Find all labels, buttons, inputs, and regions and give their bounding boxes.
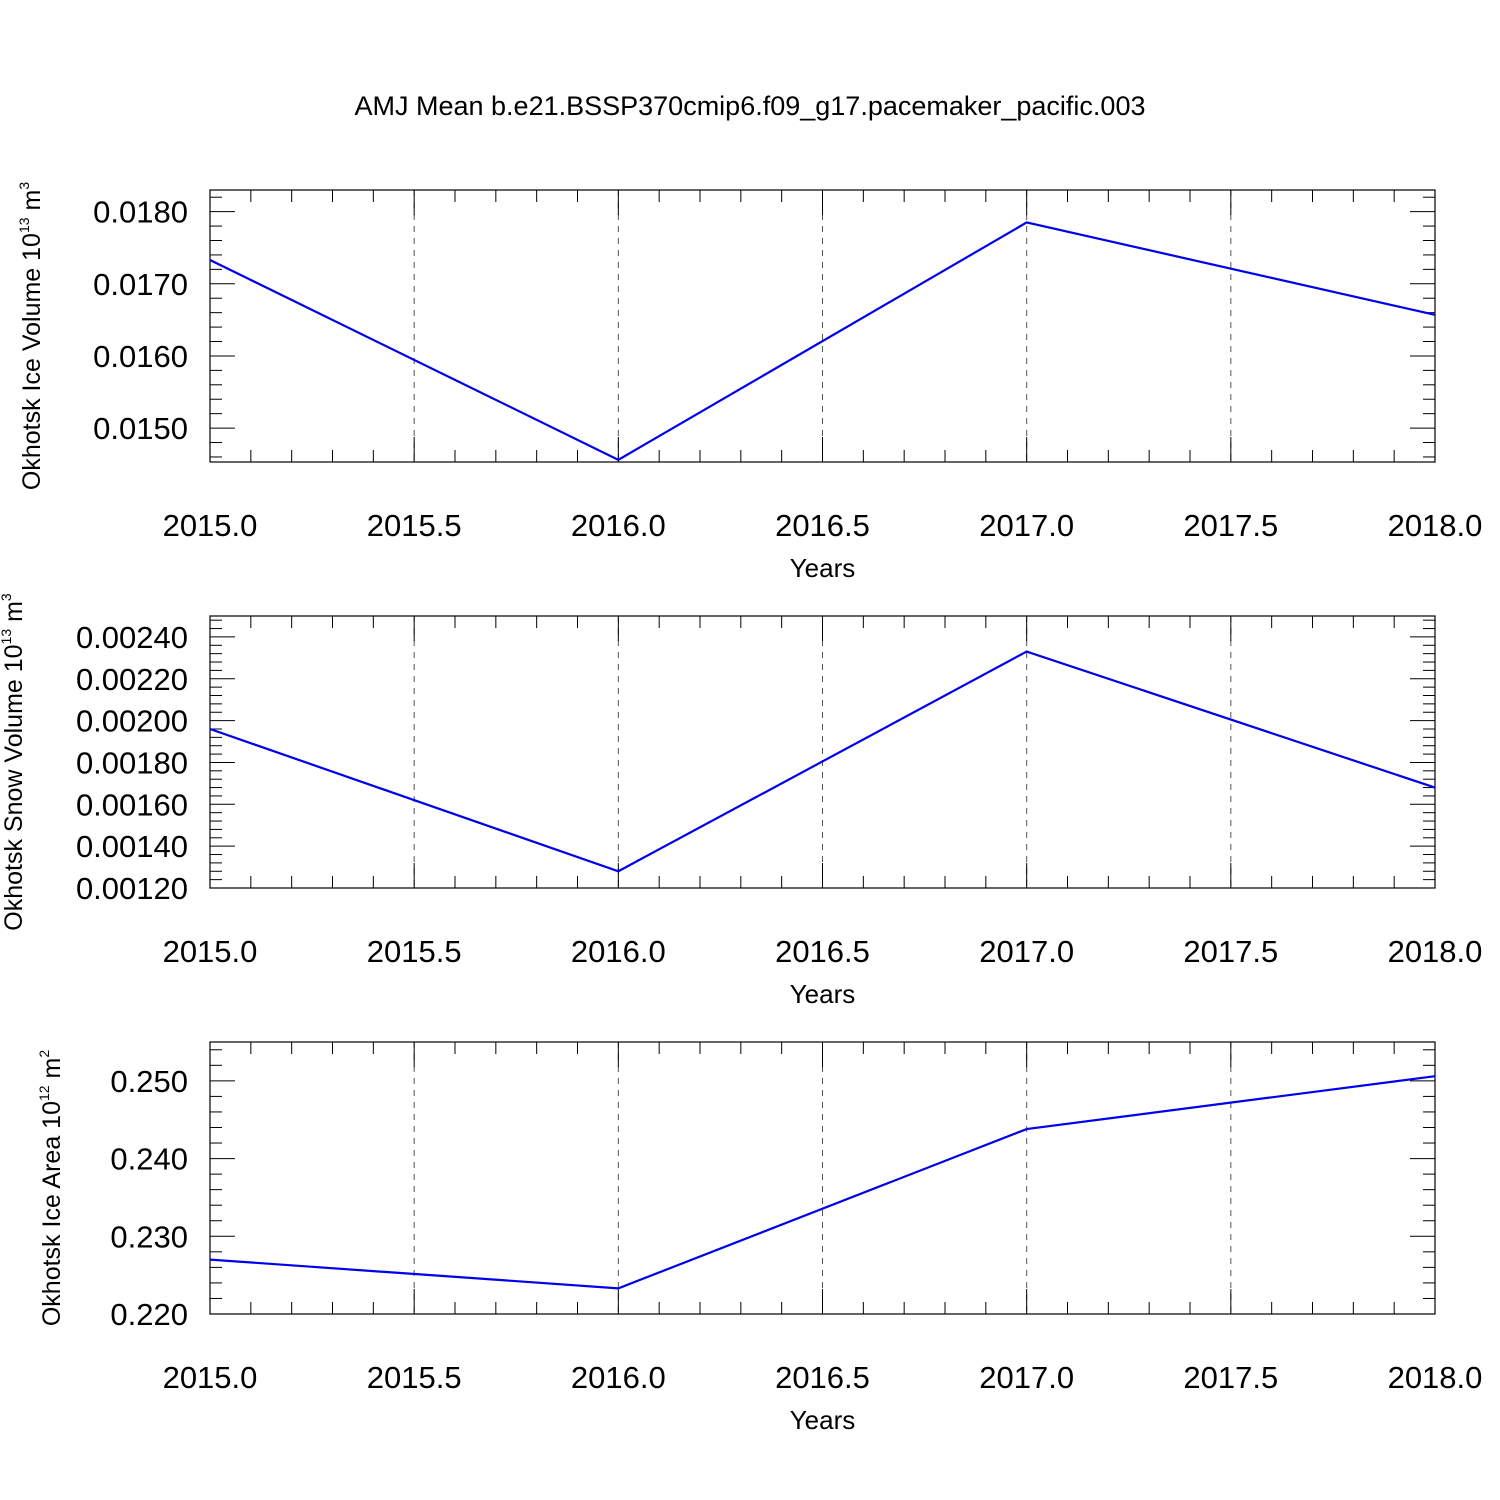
y-tick-label: 0.00180 xyxy=(76,745,188,780)
x-tick-label: 2016.5 xyxy=(775,508,870,543)
panel-1: 0.0150 0.0160 0.0170 0.0180 2015.0 2015.5 2016… xyxy=(16,182,1482,583)
x-tick-label: 2018.0 xyxy=(1388,508,1483,543)
x-tick-label: 2015.0 xyxy=(163,508,258,543)
y-tick-label: 0.00160 xyxy=(76,787,188,822)
x-tick-label: 2017.5 xyxy=(1183,934,1278,969)
y-axis-label: Okhotsk Ice Volume 1013 m3 xyxy=(16,182,46,490)
figure-title: AMJ Mean b.e21.BSSP370cmip6.f09_g17.pace… xyxy=(355,91,1146,121)
y-tick-label: 0.240 xyxy=(110,1142,188,1177)
y-tick-label: 0.0170 xyxy=(93,267,188,302)
x-tick-label: 2016.5 xyxy=(775,934,870,969)
x-tick-label: 2016.0 xyxy=(571,508,666,543)
x-axis-label: Years xyxy=(790,553,856,583)
y-tick-label: 0.0180 xyxy=(93,195,188,230)
x-tick-label: 2015.0 xyxy=(163,934,258,969)
x-tick-label: 2017.0 xyxy=(979,508,1074,543)
x-tick-label: 2017.0 xyxy=(979,1360,1074,1395)
y-tick-label: 0.00220 xyxy=(76,662,188,697)
x-tick-label: 2016.5 xyxy=(775,1360,870,1395)
y-axis-label: Okhotsk Snow Volume 1013 m3 xyxy=(0,593,28,931)
y-tick-label: 0.0150 xyxy=(93,411,188,446)
x-axis-label: Years xyxy=(790,1405,856,1435)
x-tick-label: 2015.5 xyxy=(367,934,462,969)
y-tick-label: 0.0160 xyxy=(93,339,188,374)
data-line xyxy=(209,1075,1436,1290)
panel-2: 0.00120 0.00140 0.00160 0.00180 0.00200 0.002… xyxy=(0,593,1482,1009)
y-tick-label: 0.230 xyxy=(110,1219,188,1254)
x-tick-label: 2015.5 xyxy=(367,1360,462,1395)
data-line xyxy=(209,650,1436,873)
y-axis-label: Okhotsk Ice Area 1012 m2 xyxy=(36,1050,66,1326)
x-tick-label: 2017.5 xyxy=(1183,508,1278,543)
y-tick-label: 0.250 xyxy=(110,1064,188,1099)
x-tick-label: 2018.0 xyxy=(1388,1360,1483,1395)
y-tick-label: 0.00140 xyxy=(76,829,188,864)
x-tick-label: 2015.0 xyxy=(163,1360,258,1395)
x-tick-label: 2015.5 xyxy=(367,508,462,543)
x-axis-label: Years xyxy=(790,979,856,1009)
x-tick-label: 2017.5 xyxy=(1183,1360,1278,1395)
y-tick-label: 0.00120 xyxy=(76,871,188,906)
panel-3: 0.220 0.230 0.240 0.250 2015.0 2015.5 2016.0 20… xyxy=(36,1041,1483,1435)
y-tick-label: 0.00200 xyxy=(76,704,188,739)
data-line xyxy=(209,221,1436,462)
x-tick-label: 2018.0 xyxy=(1388,934,1483,969)
y-tick-label: 0.220 xyxy=(110,1297,188,1332)
y-tick-label: 0.00240 xyxy=(76,620,188,655)
x-tick-label: 2016.0 xyxy=(571,934,666,969)
x-tick-label: 2017.0 xyxy=(979,934,1074,969)
x-tick-label: 2016.0 xyxy=(571,1360,666,1395)
